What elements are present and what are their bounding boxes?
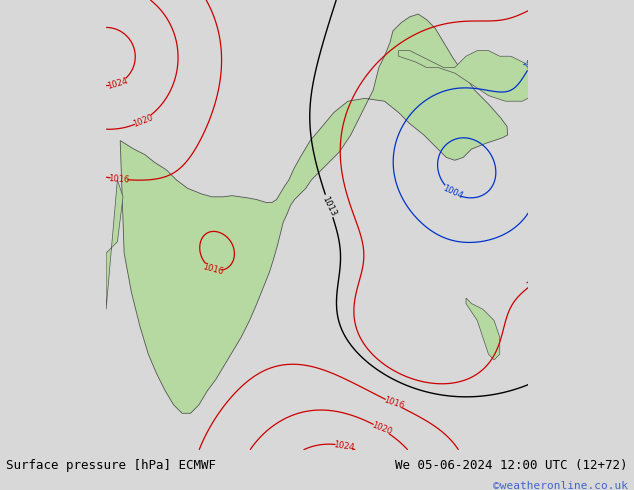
Text: 1008: 1008 xyxy=(522,50,544,72)
Polygon shape xyxy=(595,45,634,96)
Text: ©weatheronline.co.uk: ©weatheronline.co.uk xyxy=(493,481,628,490)
Text: 1016: 1016 xyxy=(382,396,405,411)
Polygon shape xyxy=(106,180,123,309)
Text: 1016: 1016 xyxy=(108,173,130,184)
Polygon shape xyxy=(399,50,545,101)
Text: 1020: 1020 xyxy=(131,113,154,128)
Text: 1004: 1004 xyxy=(441,183,463,200)
Text: 1012: 1012 xyxy=(524,273,547,291)
Text: 1016: 1016 xyxy=(202,262,224,276)
Polygon shape xyxy=(466,298,500,360)
Text: We 05-06-2024 12:00 UTC (12+72): We 05-06-2024 12:00 UTC (12+72) xyxy=(395,459,628,471)
Text: 1024: 1024 xyxy=(333,440,355,452)
Text: 1020: 1020 xyxy=(370,421,393,437)
Text: 1024: 1024 xyxy=(107,76,129,91)
Text: 1013: 1013 xyxy=(320,195,338,218)
Text: Surface pressure [hPa] ECMWF: Surface pressure [hPa] ECMWF xyxy=(6,459,216,471)
Polygon shape xyxy=(120,14,508,413)
